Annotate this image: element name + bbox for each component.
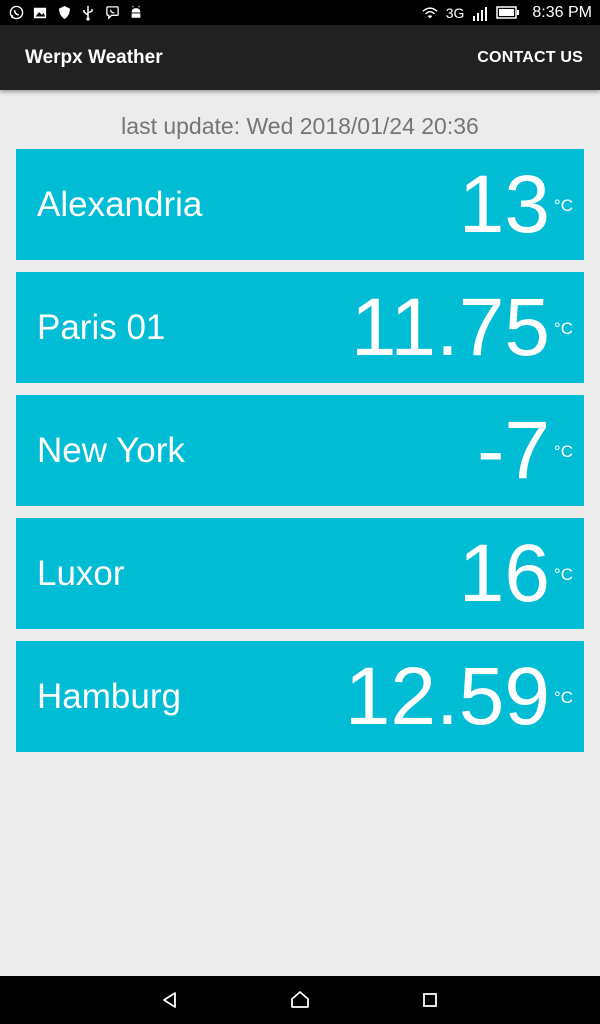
city-name: Alexandria: [37, 184, 203, 224]
contact-us-button[interactable]: CONTACT US: [477, 48, 583, 66]
status-time: 8:36 PM: [532, 3, 592, 21]
usb-icon: [80, 5, 96, 21]
whatsapp-icon: [8, 5, 24, 21]
last-update-text: last update: Wed 2018/01/24 20:36: [121, 113, 479, 139]
image-icon: [32, 5, 48, 21]
city-card-alexandria[interactable]: Alexandria 13 °C: [16, 149, 584, 260]
city-name: Luxor: [37, 553, 125, 593]
city-temperature: -7: [477, 404, 550, 496]
city-card-luxor[interactable]: Luxor 16 °C: [16, 518, 584, 629]
city-list: Alexandria 13 °C Paris 01 11.75 °C New Y…: [16, 149, 584, 764]
city-card-paris[interactable]: Paris 01 11.75 °C: [16, 272, 584, 383]
battery-icon: [496, 5, 520, 21]
back-icon[interactable]: [154, 984, 186, 1016]
city-card-hamburg[interactable]: Hamburg 12.59 °C: [16, 641, 584, 752]
temperature-unit: °C: [553, 442, 573, 461]
wifi-icon: [422, 5, 438, 21]
network-type: 3G: [445, 4, 465, 21]
shield-icon: [56, 5, 72, 21]
city-name: Paris 01: [37, 307, 166, 347]
android-icon: [128, 5, 144, 21]
home-icon[interactable]: [284, 984, 316, 1016]
temperature-unit: °C: [553, 196, 573, 215]
city-name: New York: [37, 430, 185, 470]
system-status: 3G 8:36 PM: [422, 4, 592, 22]
notification-icons: [8, 5, 144, 21]
city-card-new-york[interactable]: New York -7 °C: [16, 395, 584, 506]
navigation-bar: [0, 976, 600, 1024]
app-title: Werpx Weather: [25, 46, 163, 68]
signal-icon: [472, 5, 488, 21]
city-temperature: 16: [458, 527, 550, 619]
viber-icon: [104, 5, 120, 21]
temperature-unit: °C: [553, 688, 573, 707]
status-bar: 3G 8:36 PM: [0, 0, 600, 25]
city-name: Hamburg: [37, 676, 181, 716]
recents-icon[interactable]: [414, 984, 446, 1016]
city-temperature: 13: [458, 158, 550, 250]
app-bar: Werpx Weather CONTACT US: [0, 25, 600, 90]
city-temperature: 12.59: [344, 650, 550, 742]
temperature-unit: °C: [553, 319, 573, 338]
temperature-unit: °C: [553, 565, 573, 584]
city-temperature: 11.75: [350, 281, 550, 373]
